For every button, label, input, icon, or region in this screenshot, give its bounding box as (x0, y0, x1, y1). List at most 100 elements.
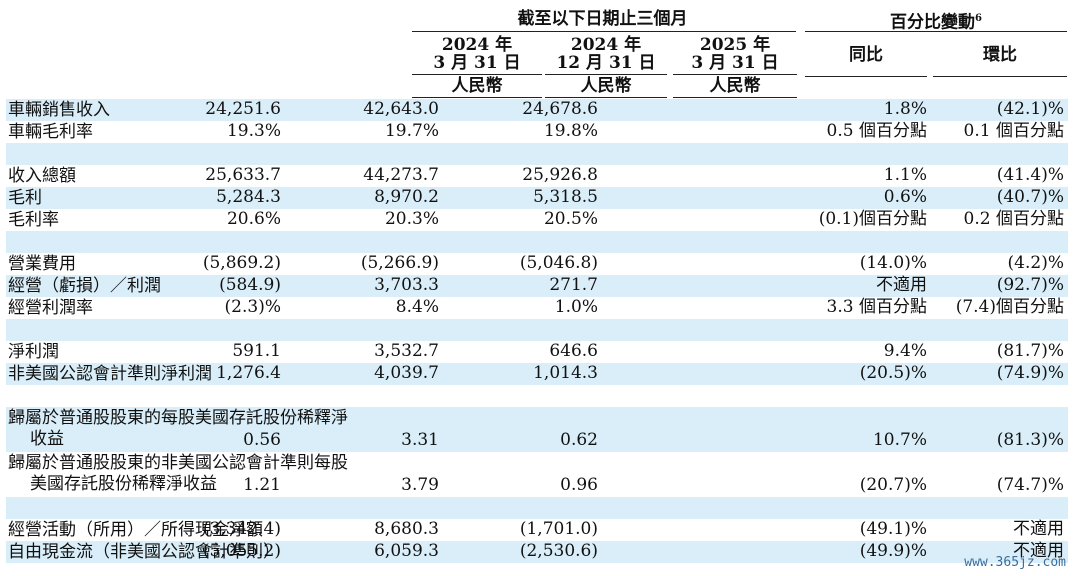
cell-yoy: (14.0)% (859, 253, 927, 273)
cell-qoq: 0.2 個百分點 (963, 209, 1064, 229)
cell-q1-2024: 5,284.3 (216, 187, 281, 207)
spacer-row (6, 231, 1068, 253)
col-header-3: 2025 年 3 月 31 日 人民幣 (673, 36, 797, 95)
table-row: 非美國公認會計準則淨利潤 1,276.4 4,039.7 1,014.3 (20… (6, 363, 1068, 385)
cell-q1-2024: (3,342.4) (202, 519, 281, 539)
table-row: 歸屬於普通股股東的非美國公認會計準則每股 美國存託股份稀釋淨收益 1.21 3.… (6, 452, 1068, 497)
cell-q1-2025: (2,530.6) (519, 541, 598, 561)
cell-q4-2024: 8.4% (395, 297, 439, 317)
cell-yoy: (20.5)% (859, 363, 927, 383)
cell-qoq: 不適用 (1013, 519, 1064, 539)
cell-q1-2025: 25,926.8 (522, 165, 598, 185)
cell-qoq: 0.1 個百分點 (963, 121, 1064, 141)
row-label: 歸屬於普通股股東的每股美國存託股份稀釋淨 收益 (8, 408, 348, 450)
row-label: 收入總額 (8, 166, 76, 186)
cell-q1-2024: 1,276.4 (216, 363, 281, 383)
cell-yoy: (0.1)個百分點 (818, 209, 927, 229)
cell-q1-2025: (1,701.0) (519, 519, 598, 539)
cell-q4-2024: 8,970.2 (374, 187, 439, 207)
row-label: 營業費用 (8, 254, 76, 274)
header-change-group: 百分比變動6 (805, 10, 1067, 32)
cell-q4-2024: 20.3% (384, 209, 439, 229)
row-label: 車輛毛利率 (8, 122, 93, 142)
table-row: 淨利潤 591.1 3,532.7 646.6 9.4% (81.7)% (6, 341, 1068, 363)
cell-q1-2024: (2.3)% (224, 297, 281, 317)
col-header-2-year: 2024 年 (570, 35, 642, 55)
table-row: 車輛銷售收入 24,251.6 42,643.0 24,678.6 1.8% (… (6, 99, 1068, 121)
cell-qoq: (42.1)% (996, 99, 1064, 119)
cell-yoy: (20.7)% (859, 475, 927, 495)
cell-qoq: (7.4)個百分點 (955, 297, 1064, 317)
watermark: www.365jz.com (964, 555, 1066, 570)
cell-q4-2024: (5,266.9) (360, 253, 439, 273)
cell-q1-2024: 591.1 (232, 341, 281, 361)
cell-q1-2025: (5,046.8) (519, 253, 598, 273)
table-row: 毛利 5,284.3 8,970.2 5,318.5 0.6% (40.7)% (6, 187, 1068, 209)
col-header-3-year: 2025 年 (699, 35, 771, 55)
row-label: 毛利率 (8, 210, 59, 230)
col-rule-3 (673, 74, 797, 75)
col-header-2-date: 12 月 31 日 (556, 53, 656, 73)
cell-q1-2024: 25,633.7 (205, 165, 281, 185)
cell-q1-2025: 20.5% (543, 209, 598, 229)
cell-yoy: 10.7% (872, 430, 927, 450)
row-label: 經營活動（所用）／所得現金淨額 (8, 520, 263, 540)
cell-q1-2025: 19.8% (543, 121, 598, 141)
row-label: 淨利潤 (8, 342, 59, 362)
cell-qoq: (74.9)% (996, 363, 1064, 383)
cell-q1-2025: 0.62 (560, 430, 598, 450)
col-header-2-unit: 人民幣 (580, 76, 632, 96)
table-row: 經營活動（所用）／所得現金淨額 (3,342.4) 8,680.3 (1,701… (6, 519, 1068, 541)
header-rule-period (412, 31, 796, 32)
col-header-1: 2024 年 3 月 31 日 人民幣 (412, 36, 542, 95)
cell-q1-2025: 24,678.6 (522, 99, 598, 119)
cell-q1-2024: 0.56 (243, 430, 281, 450)
row-label: 非美國公認會計準則淨利潤 (8, 364, 212, 384)
cell-q4-2024: 42,643.0 (363, 99, 439, 119)
col-header-3-date: 3 月 31 日 (691, 53, 779, 73)
cell-q1-2024: 19.3% (226, 121, 281, 141)
table-row: 車輛毛利率 19.3% 19.7% 19.8% 0.5 個百分點 0.1 個百分… (6, 121, 1068, 143)
col-header-1-unit: 人民幣 (451, 76, 503, 96)
cell-yoy: (49.9)% (859, 541, 927, 561)
cell-q1-2025: 271.7 (549, 275, 598, 295)
cell-q1-2025: 646.6 (549, 341, 598, 361)
cell-q4-2024: 6,059.3 (374, 541, 439, 561)
cell-q4-2024: 3.31 (401, 430, 439, 450)
table-row: 毛利率 20.6% 20.3% 20.5% (0.1)個百分點 0.2 個百分點 (6, 209, 1068, 231)
cell-qoq: (81.7)% (996, 341, 1064, 361)
cell-q1-2024: (5,055.2) (202, 541, 281, 561)
col-rule-yoy (805, 76, 927, 77)
col-rule-1 (412, 74, 542, 75)
spacer-row (6, 319, 1068, 341)
cell-yoy: 不適用 (876, 275, 927, 295)
row-label: 歸屬於普通股股東的非美國公認會計準則每股 美國存託股份稀釋淨收益 (8, 453, 348, 495)
cell-q1-2024: (584.9) (219, 275, 281, 295)
cell-qoq: (40.7)% (996, 187, 1064, 207)
cell-qoq: (74.7)% (996, 475, 1064, 495)
unit-rule-3 (673, 97, 797, 98)
cell-yoy: 9.4% (883, 341, 927, 361)
header-rule-change (805, 31, 1067, 32)
col-header-3-unit: 人民幣 (709, 76, 761, 96)
col-header-1-date: 3 月 31 日 (433, 53, 521, 73)
col-rule-qoq (933, 76, 1067, 77)
header-change-label: 百分比變動 (890, 12, 976, 33)
cell-q1-2024: 20.6% (226, 209, 281, 229)
col-header-yoy: 同比 (849, 45, 883, 65)
row-label-line2: 美國存託股份稀釋淨收益 (30, 474, 217, 494)
cell-q1-2024: 1.21 (243, 475, 281, 495)
cell-q1-2024: 24,251.6 (205, 99, 281, 119)
col-header-2: 2024 年 12 月 31 日 人民幣 (545, 36, 667, 95)
cell-yoy: 0.5 個百分點 (826, 121, 927, 141)
unit-rule-1 (412, 97, 542, 98)
cell-yoy: 3.3 個百分點 (826, 297, 927, 317)
table-row: 營業費用 (5,869.2) (5,266.9) (5,046.8) (14.0… (6, 253, 1068, 275)
row-label: 車輛銷售收入 (8, 100, 110, 120)
cell-q1-2025: 0.96 (560, 475, 598, 495)
footnote-marker: 6 (975, 13, 982, 24)
spacer-row (6, 497, 1068, 519)
row-label-line1: 歸屬於普通股股東的每股美國存託股份稀釋淨 (8, 408, 348, 428)
cell-yoy: 1.1% (883, 165, 927, 185)
cell-q1-2025: 5,318.5 (533, 187, 598, 207)
